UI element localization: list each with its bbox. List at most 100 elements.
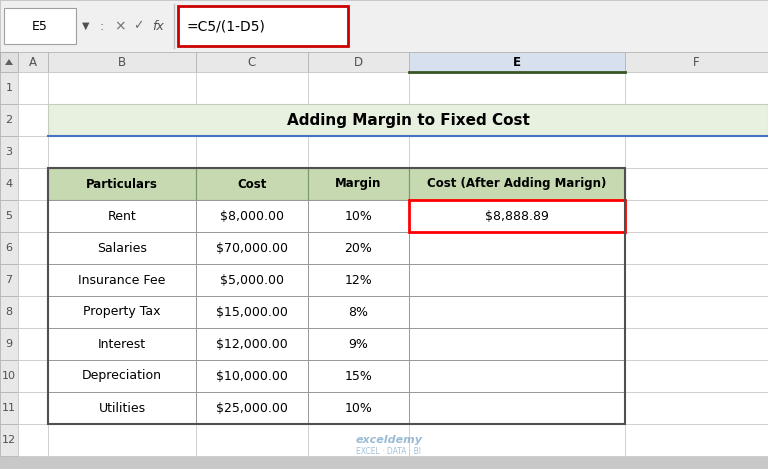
Bar <box>196 296 308 328</box>
Text: 12: 12 <box>2 435 16 445</box>
Bar <box>18 296 48 328</box>
Bar <box>0 392 18 424</box>
Bar <box>48 296 196 328</box>
Bar <box>308 232 409 264</box>
Bar <box>409 200 625 232</box>
Bar <box>48 200 196 232</box>
Bar <box>308 104 409 136</box>
Text: Insurance Fee: Insurance Fee <box>78 273 166 287</box>
Text: fx: fx <box>152 20 164 32</box>
Bar <box>625 360 768 392</box>
Text: $15,000.00: $15,000.00 <box>216 305 288 318</box>
Bar <box>308 328 409 360</box>
Bar <box>308 296 409 328</box>
Bar <box>409 264 625 296</box>
Text: $12,000.00: $12,000.00 <box>216 338 288 350</box>
Bar <box>18 104 48 136</box>
Text: Rent: Rent <box>108 210 137 222</box>
Text: 9: 9 <box>5 339 12 349</box>
Bar <box>409 296 625 328</box>
Bar <box>196 52 308 72</box>
Bar <box>409 72 625 104</box>
Text: 4: 4 <box>5 179 12 189</box>
Text: 15%: 15% <box>345 370 372 383</box>
Bar <box>625 424 768 456</box>
Bar <box>48 200 196 232</box>
Bar <box>48 392 196 424</box>
Bar <box>308 168 409 200</box>
Bar <box>48 360 196 392</box>
Bar <box>308 296 409 328</box>
Text: 10: 10 <box>2 371 16 381</box>
Bar <box>625 72 768 104</box>
Text: Depreciation: Depreciation <box>82 370 162 383</box>
Bar <box>48 264 196 296</box>
Text: $25,000.00: $25,000.00 <box>216 401 288 415</box>
Bar <box>308 392 409 424</box>
Bar <box>196 328 308 360</box>
Bar <box>196 264 308 296</box>
Bar <box>625 296 768 328</box>
Text: Interest: Interest <box>98 338 146 350</box>
Bar <box>409 136 625 168</box>
Bar <box>48 104 768 136</box>
Bar <box>196 136 308 168</box>
Bar <box>0 360 18 392</box>
Text: 8%: 8% <box>349 305 369 318</box>
Bar <box>196 72 308 104</box>
Bar <box>196 360 308 392</box>
Text: Cost: Cost <box>237 177 266 190</box>
Text: :: : <box>100 20 104 32</box>
Text: 11: 11 <box>2 403 16 413</box>
Bar <box>196 424 308 456</box>
Text: $8,000.00: $8,000.00 <box>220 210 284 222</box>
Text: C: C <box>248 55 256 68</box>
Text: D: D <box>354 55 363 68</box>
Bar <box>18 168 48 200</box>
Bar <box>48 104 196 136</box>
Bar <box>18 232 48 264</box>
Bar <box>625 392 768 424</box>
Bar <box>48 328 196 360</box>
Bar <box>625 328 768 360</box>
Bar <box>409 424 625 456</box>
Bar <box>48 264 196 296</box>
Bar <box>308 136 409 168</box>
Bar <box>308 168 409 200</box>
Bar <box>409 392 625 424</box>
Bar <box>18 72 48 104</box>
Bar <box>4 8 76 44</box>
Bar <box>0 104 18 136</box>
Bar <box>196 264 308 296</box>
Text: 5: 5 <box>5 211 12 221</box>
Bar <box>48 296 196 328</box>
Text: Adding Margin to Fixed Cost: Adding Margin to Fixed Cost <box>286 113 529 128</box>
Bar <box>625 168 768 200</box>
Bar <box>308 232 409 264</box>
Text: F: F <box>694 55 700 68</box>
Bar <box>0 264 18 296</box>
Text: 10%: 10% <box>345 210 372 222</box>
Text: ✓: ✓ <box>133 20 144 32</box>
Text: ×: × <box>114 19 126 33</box>
Bar <box>409 328 625 360</box>
Bar <box>0 296 18 328</box>
Bar <box>625 264 768 296</box>
Bar <box>0 424 18 456</box>
Bar <box>48 168 196 200</box>
Bar <box>18 136 48 168</box>
Polygon shape <box>5 59 13 65</box>
Text: Property Tax: Property Tax <box>83 305 161 318</box>
Bar <box>409 328 625 360</box>
Text: Salaries: Salaries <box>97 242 147 255</box>
Text: A: A <box>29 55 37 68</box>
Bar <box>308 392 409 424</box>
Text: 8: 8 <box>5 307 12 317</box>
Bar <box>196 360 308 392</box>
Bar <box>625 136 768 168</box>
Bar <box>308 200 409 232</box>
Text: E: E <box>513 55 521 68</box>
Bar <box>178 6 348 46</box>
Text: exceldemy: exceldemy <box>356 435 422 445</box>
Bar <box>196 200 308 232</box>
